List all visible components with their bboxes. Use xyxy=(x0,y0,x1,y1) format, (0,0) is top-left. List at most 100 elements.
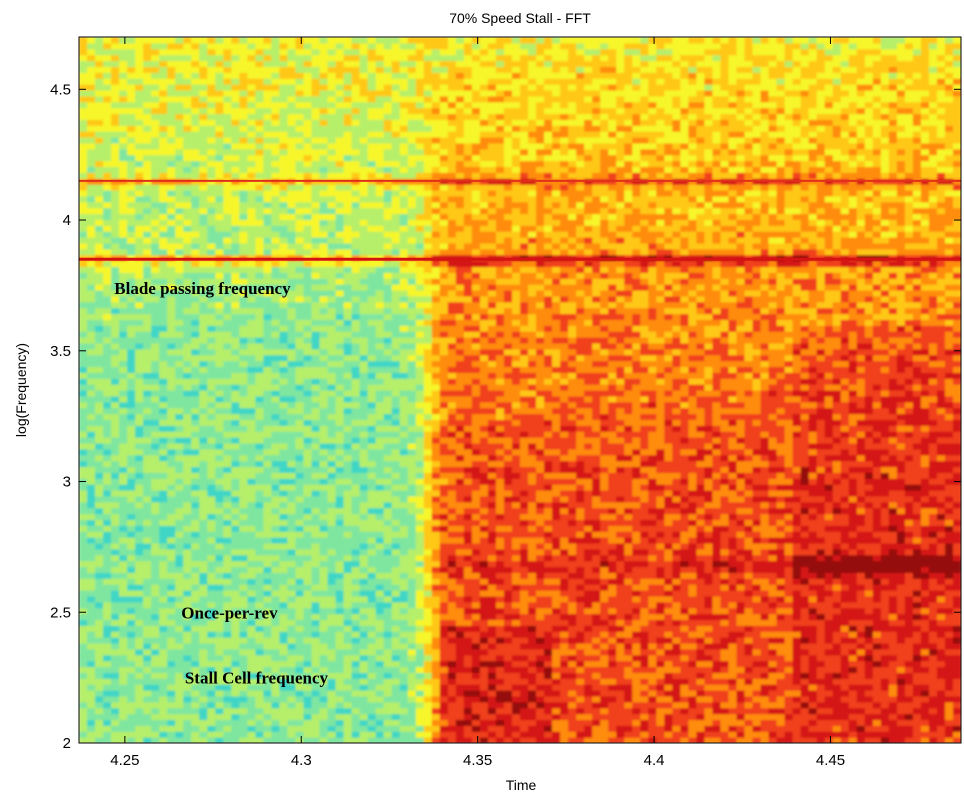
heatmap-cell xyxy=(87,442,96,450)
heatmap-cell xyxy=(391,372,401,379)
heatmap-cell xyxy=(367,590,377,597)
heatmap-cell xyxy=(287,137,297,144)
heatmap-cell xyxy=(143,560,152,568)
heatmap-cell xyxy=(255,490,265,497)
heatmap-cell xyxy=(295,466,305,473)
heatmap-cell xyxy=(303,342,313,350)
heatmap-cell xyxy=(183,219,192,226)
heatmap-cell xyxy=(295,595,305,603)
heatmap-cell xyxy=(127,95,136,103)
heatmap-cell xyxy=(375,60,385,68)
heatmap-cell xyxy=(375,660,385,668)
heatmap-cell xyxy=(279,672,289,679)
heatmap-cell xyxy=(319,242,329,250)
heatmap-cell xyxy=(135,401,144,409)
heatmap-cell xyxy=(127,148,136,156)
heatmap-cell xyxy=(311,384,321,391)
heatmap-cell xyxy=(143,348,152,356)
heatmap-cell xyxy=(335,548,345,556)
heatmap-cell xyxy=(223,501,232,509)
heatmap-cell xyxy=(87,590,96,597)
heatmap-cell xyxy=(103,95,112,103)
heatmap-cell xyxy=(183,207,192,215)
heatmap-cell xyxy=(359,613,369,621)
heatmap-cell xyxy=(79,154,88,162)
heatmap-cell xyxy=(231,225,240,232)
heatmap-cell xyxy=(247,148,256,156)
heatmap-cell xyxy=(359,78,369,85)
heatmap-cell xyxy=(207,372,216,379)
heatmap-cell xyxy=(183,601,192,609)
heatmap-cell xyxy=(215,484,224,491)
heatmap-cell xyxy=(367,572,377,579)
heatmap-cell xyxy=(127,54,136,62)
heatmap-cell xyxy=(383,690,393,697)
heatmap-cell xyxy=(391,542,401,550)
heatmap-cell xyxy=(343,107,353,115)
heatmap-cell xyxy=(231,660,240,668)
heatmap-cell xyxy=(255,278,265,285)
heatmap-cell xyxy=(111,560,120,568)
heatmap-cell xyxy=(247,513,256,521)
heatmap-cell xyxy=(191,260,200,268)
heatmap-cell xyxy=(207,484,216,491)
heatmap-cell xyxy=(383,413,393,421)
heatmap-cell xyxy=(247,531,256,538)
heatmap-cell xyxy=(103,642,112,650)
heatmap-cell xyxy=(199,348,208,356)
heatmap-cell xyxy=(255,372,265,379)
heatmap-cell xyxy=(375,42,385,50)
heatmap-cell xyxy=(375,225,385,232)
heatmap-cell xyxy=(303,454,313,462)
heatmap-cell xyxy=(359,348,369,356)
heatmap-cell xyxy=(239,372,248,379)
heatmap-cell xyxy=(143,225,152,232)
heatmap-cell xyxy=(263,154,273,162)
heatmap-cell xyxy=(271,425,281,432)
heatmap-cell xyxy=(351,384,361,391)
heatmap-cell xyxy=(351,460,361,468)
heatmap-cell xyxy=(167,113,176,120)
heatmap-cell xyxy=(151,72,160,79)
heatmap-cell xyxy=(375,237,385,244)
heatmap-cell xyxy=(183,295,192,303)
heatmap-cell xyxy=(223,42,232,50)
heatmap-cell xyxy=(231,119,240,126)
heatmap-cell xyxy=(103,395,112,403)
heatmap-cell xyxy=(159,207,168,215)
heatmap-cell xyxy=(103,607,112,615)
heatmap-cell xyxy=(351,78,361,85)
heatmap-cell xyxy=(207,707,216,715)
heatmap-cell xyxy=(247,484,256,491)
heatmap-cell xyxy=(383,137,393,144)
heatmap-cell xyxy=(271,231,281,238)
heatmap-cell xyxy=(383,219,393,226)
heatmap-cell xyxy=(167,654,176,662)
heatmap-cell xyxy=(255,95,265,103)
heatmap-cell xyxy=(327,648,337,656)
heatmap-cell xyxy=(391,607,401,615)
heatmap-cell xyxy=(263,195,273,203)
heatmap-cell xyxy=(327,666,337,673)
heatmap-cell xyxy=(343,519,353,526)
heatmap-cell xyxy=(103,272,112,279)
heatmap-cell xyxy=(247,66,256,73)
heatmap-cell xyxy=(119,578,128,585)
heatmap-cell xyxy=(391,189,401,197)
heatmap-cell xyxy=(135,325,144,332)
heatmap-cell xyxy=(287,431,297,438)
heatmap-cell xyxy=(95,154,104,162)
heatmap-cell xyxy=(103,119,112,126)
heatmap-cell xyxy=(343,642,353,650)
heatmap-cell xyxy=(327,442,337,450)
heatmap-cell xyxy=(399,278,409,285)
heatmap-cell xyxy=(215,648,224,656)
heatmap-cell xyxy=(359,295,369,303)
heatmap-cell xyxy=(375,437,385,444)
heatmap-cell xyxy=(255,525,265,532)
heatmap-cell xyxy=(119,272,128,279)
heatmap-cell xyxy=(375,78,385,85)
heatmap-cell xyxy=(383,684,393,691)
heatmap-cell xyxy=(191,342,200,350)
heatmap-cell xyxy=(295,172,305,179)
